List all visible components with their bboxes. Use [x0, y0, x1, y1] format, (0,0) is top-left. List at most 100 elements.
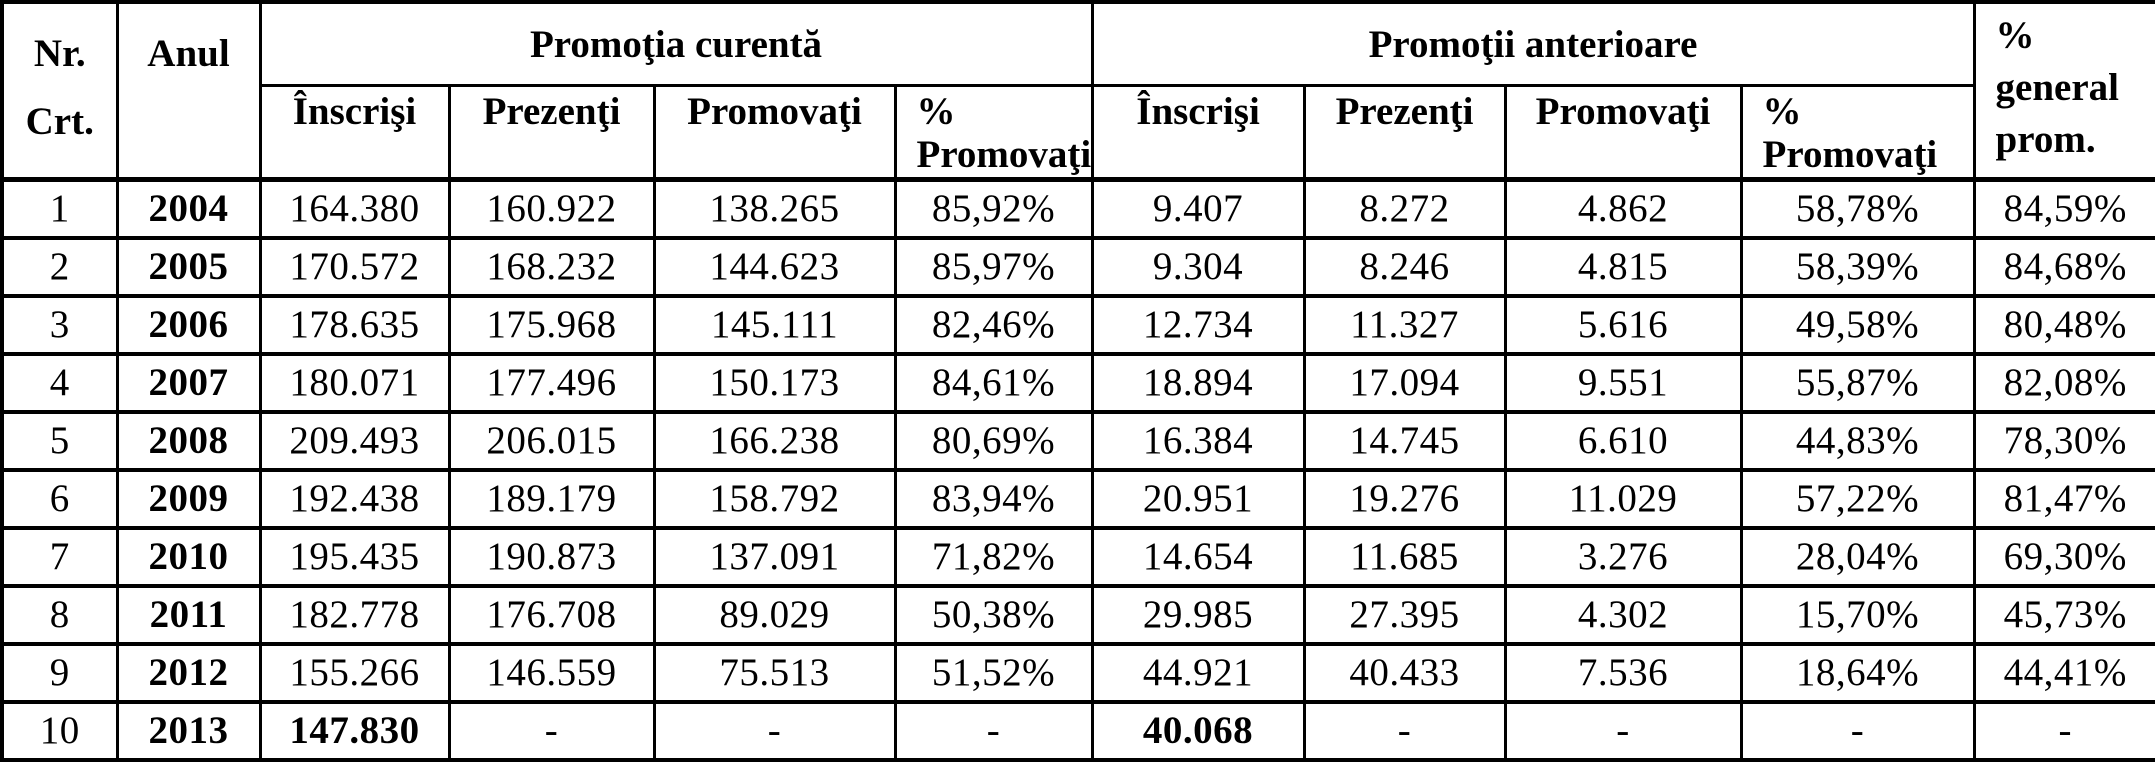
cell-nr: 2: [0, 235, 119, 298]
table-row: 1 2004 164.380 160.922 138.265 85,92% 9.407 8.2…: [0, 176, 2155, 240]
cell-nr: 8: [0, 583, 119, 646]
cell-cur-promovati: 89.029: [652, 583, 897, 646]
cell-anul: 2005: [115, 235, 262, 298]
header-sub-row: Înscrişi Prezenţi Promovaţi % Promovaţi Î…: [2, 84, 2155, 181]
header-pct-line1: %: [1762, 90, 1802, 133]
header-pct-line2: Promovaţi: [916, 132, 1092, 176]
cell-anul: 2011: [115, 583, 262, 646]
cell-cur-inscrisi: 182.778: [258, 583, 451, 646]
header-previous-inscrisi: Înscrişi: [1090, 84, 1306, 181]
cell-ant-inscrisi: 29.985: [1090, 583, 1306, 646]
header-previous-prezenti: Prezenţi: [1302, 84, 1507, 181]
cell-ant-inscrisi: 9.407: [1090, 176, 1306, 240]
cell-cur-inscrisi: 180.071: [258, 351, 451, 414]
cell-ant-promovati: 4.302: [1503, 583, 1743, 646]
cell-ant-prezenti: -: [1302, 699, 1507, 762]
table-header: Nr. Crt. Anul Promoţia curentă Promoţii a…: [0, 0, 2155, 181]
cell-nr: 5: [0, 409, 119, 472]
cell-anul: 2012: [115, 641, 262, 704]
cell-general-pct: 84,59%: [1972, 176, 2155, 240]
cell-ant-pct-promovati: 18,64%: [1739, 641, 1976, 704]
cell-cur-pct-promovati: 84,61%: [893, 351, 1094, 414]
cell-ant-prezenti: 14.745: [1302, 409, 1507, 472]
header-nr-crt: Nr. Crt.: [0, 0, 119, 181]
cell-anul: 2004: [115, 176, 262, 240]
cell-ant-prezenti: 27.395: [1302, 583, 1507, 646]
cell-ant-inscrisi: 9.304: [1090, 235, 1306, 298]
header-current-promovati: Promovaţi: [652, 84, 897, 181]
cell-ant-promovati: 3.276: [1503, 525, 1743, 588]
cell-cur-promovati: 138.265: [652, 176, 897, 240]
cell-ant-promovati: 11.029: [1503, 467, 1743, 530]
cell-cur-prezenti: 189.179: [447, 467, 656, 530]
table-row: 2 2005 170.572 168.232 144.623 85,97% 9.304 8.2…: [0, 235, 2155, 298]
header-general-line1: %: [1995, 14, 2035, 57]
cell-general-pct: 44,41%: [1972, 641, 2155, 704]
cell-cur-promovati: 158.792: [652, 467, 897, 530]
cell-anul: 2007: [115, 351, 262, 414]
cell-cur-promovati: 144.623: [652, 235, 897, 298]
cell-cur-pct-promovati: 71,82%: [893, 525, 1094, 588]
header-current-pct-promovati: % Promovaţi: [893, 84, 1094, 181]
header-general-line3: prom.: [1995, 117, 2096, 161]
cell-general-pct: -: [1972, 699, 2155, 762]
header-nr-line1: Nr.: [33, 32, 86, 75]
cell-anul: 2013: [115, 699, 262, 762]
cell-ant-pct-promovati: 55,87%: [1739, 351, 1976, 414]
cell-ant-promovati: 9.551: [1503, 351, 1743, 414]
table-row: 10 2013 147.830- - -40.068- - - -: [0, 699, 2155, 762]
cell-general-pct: 78,30%: [1972, 409, 2155, 472]
header-group-previous: Promoţii anterioare: [1090, 0, 1976, 87]
cell-ant-promovati: 7.536: [1503, 641, 1743, 704]
table-row: 9 2012 155.266 146.559 75.513 51,52% 44.921 40.…: [0, 641, 2155, 704]
cell-ant-inscrisi: 14.654: [1090, 525, 1306, 588]
cell-cur-prezenti: 177.496: [447, 351, 656, 414]
header-general-line2: general: [1995, 65, 2119, 109]
cell-ant-inscrisi: 12.734: [1090, 293, 1306, 356]
cell-ant-promovati: 4.862: [1503, 176, 1743, 240]
header-group-current: Promoţia curentă: [258, 0, 1094, 87]
cell-cur-prezenti: 206.015: [447, 409, 656, 472]
cell-cur-prezenti: 190.873: [447, 525, 656, 588]
cell-general-pct: 45,73%: [1972, 583, 2155, 646]
cell-cur-inscrisi: 192.438: [258, 467, 451, 530]
cell-ant-pct-promovati: 58,39%: [1739, 235, 1976, 298]
cell-cur-inscrisi: 178.635: [258, 293, 451, 356]
cell-cur-promovati: 166.238: [652, 409, 897, 472]
table-row: 5 2008 209.493 206.015 166.238 80,69% 16.384 14…: [0, 409, 2155, 472]
cell-cur-promovati: -: [652, 699, 897, 762]
cell-cur-prezenti: 160.922: [447, 176, 656, 240]
cell-ant-pct-promovati: 15,70%: [1739, 583, 1976, 646]
cell-cur-inscrisi: 195.435: [258, 525, 451, 588]
header-general-pct: % general prom.: [1972, 0, 2155, 181]
cell-cur-pct-promovati: 85,97%: [893, 235, 1094, 298]
cell-ant-inscrisi: 16.384: [1090, 409, 1306, 472]
cell-ant-promovati: 6.610: [1503, 409, 1743, 472]
header-group-row: Nr. Crt. Anul Promoţia curentă Promoţii a…: [0, 0, 2155, 181]
cell-ant-inscrisi: 40.068: [1090, 699, 1306, 762]
cell-cur-inscrisi: 209.493: [258, 409, 451, 472]
cell-ant-pct-promovati: 44,83%: [1739, 409, 1976, 472]
cell-nr: 1: [0, 176, 119, 240]
cell-anul: 2006: [115, 293, 262, 356]
cell-cur-pct-promovati: 82,46%: [893, 293, 1094, 356]
cell-ant-pct-promovati: -: [1739, 699, 1976, 762]
cell-cur-pct-promovati: 51,52%: [893, 641, 1094, 704]
cell-ant-prezenti: 11.685: [1302, 525, 1507, 588]
cell-general-pct: 69,30%: [1972, 525, 2155, 588]
cell-cur-prezenti: 176.708: [447, 583, 656, 646]
table-body: 1 2004 164.380 160.922 138.265 85,92% 9.407 8.2…: [0, 176, 2155, 762]
cell-cur-promovati: 137.091: [652, 525, 897, 588]
cell-ant-promovati: -: [1503, 699, 1743, 762]
header-nr-line2: Crt.: [25, 100, 94, 144]
cell-general-pct: 80,48%: [1972, 293, 2155, 356]
cell-ant-prezenti: 17.094: [1302, 351, 1507, 414]
cell-cur-prezenti: 146.559: [447, 641, 656, 704]
header-pct-line1: %: [916, 90, 956, 133]
header-current-prezenti: Prezenţi: [447, 84, 656, 181]
cell-cur-inscrisi: 147.830: [258, 699, 451, 762]
table-row: 3 2006 178.635 175.968 145.111 82,46% 12.734 11…: [0, 293, 2155, 356]
cell-ant-prezenti: 8.272: [1302, 176, 1507, 240]
cell-nr: 7: [0, 525, 119, 588]
